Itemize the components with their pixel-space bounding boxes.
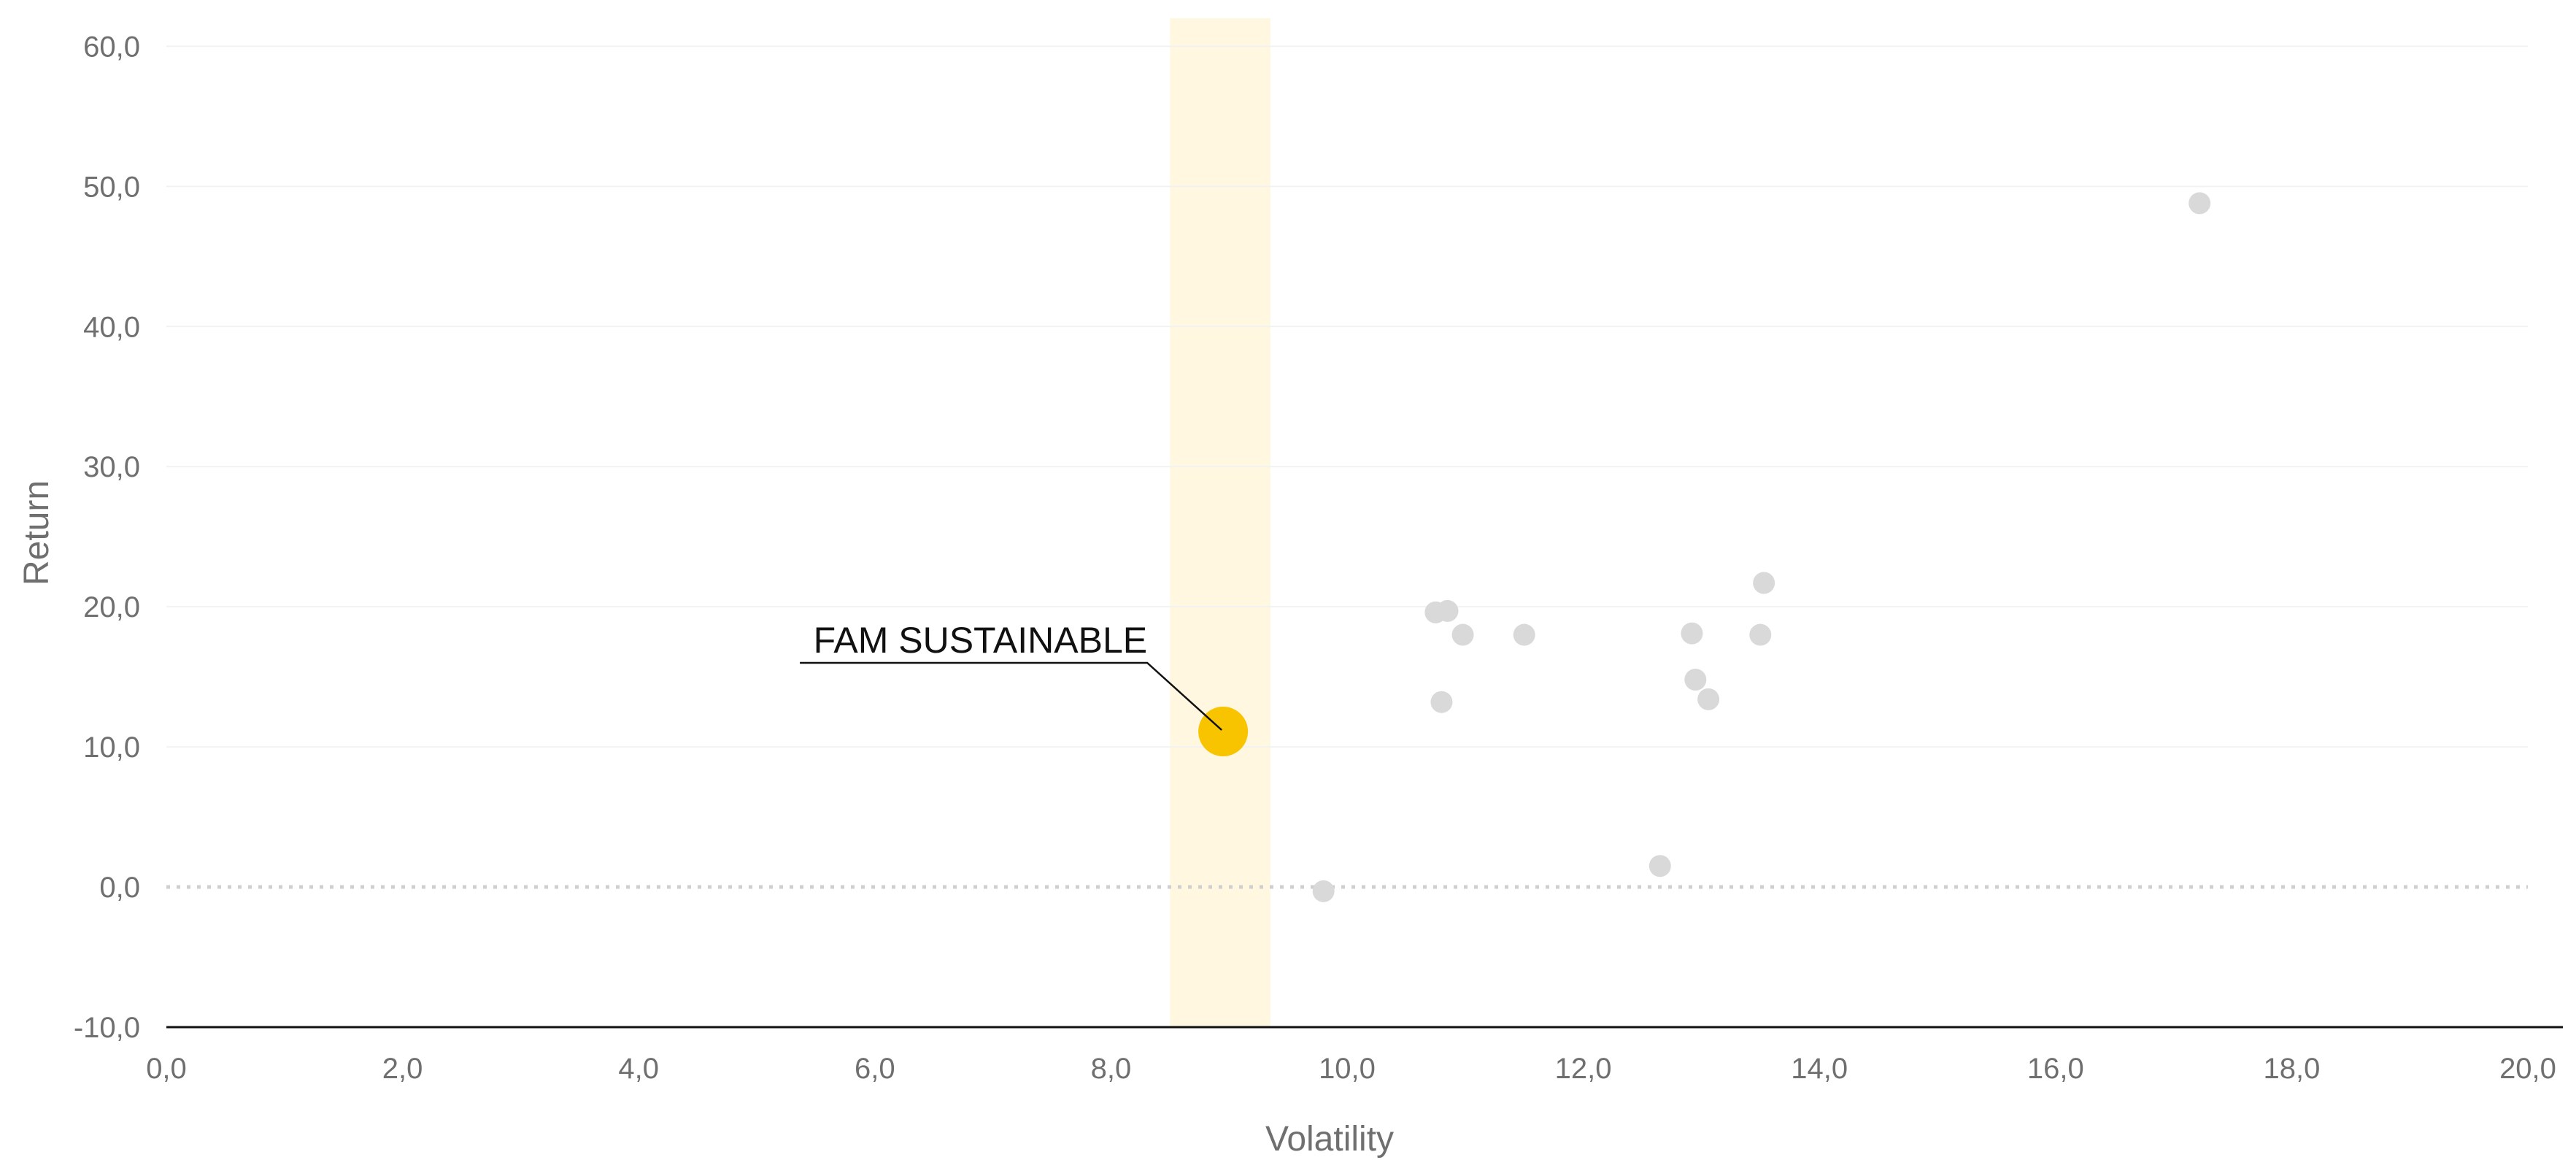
x-tick-label: 4,0	[618, 1053, 659, 1085]
x-axis-label: Volatility	[1265, 1120, 1394, 1159]
grid-layer	[166, 45, 2528, 748]
data-points	[1198, 192, 2211, 902]
peer-point	[1451, 623, 1474, 646]
y-tick-label: 30,0	[83, 451, 140, 483]
x-tick-label: 2,0	[382, 1053, 423, 1085]
x-tick-label: 18,0	[2263, 1053, 2320, 1085]
y-tick-label: 20,0	[83, 591, 140, 623]
x-tick-label: 14,0	[1791, 1053, 1848, 1085]
peer-point	[1312, 880, 1335, 902]
annotation-leader-line	[800, 661, 1222, 731]
x-tick-label: 6,0	[855, 1053, 895, 1085]
highlight-band-layer	[1170, 18, 1270, 1027]
x-tick-label: 10,0	[1319, 1053, 1376, 1085]
y-tick-label: 10,0	[83, 731, 140, 764]
y-tick-label: 60,0	[83, 31, 140, 63]
x-tick-label: 12,0	[1555, 1053, 1612, 1085]
annotation-label: FAM SUSTAINABLE	[814, 620, 1148, 661]
highlight-point	[1198, 706, 1249, 756]
peer-point	[1749, 623, 1772, 646]
peer-point	[1513, 623, 1535, 646]
y-tick-label: 40,0	[83, 311, 140, 343]
y-axis-label: Return	[18, 480, 56, 585]
y-tick-labels: -10,0 0,0 10,0 20,0 30,0 40,0 50,0 60,0	[74, 31, 140, 1044]
peer-point	[1681, 622, 1703, 645]
y-tick-label: -10,0	[74, 1012, 140, 1044]
peer-point	[1697, 688, 1720, 710]
peer-point	[1436, 599, 1459, 622]
peer-point	[1648, 855, 1671, 877]
peer-point	[2189, 192, 2211, 215]
peer-point	[1684, 668, 1707, 691]
peer-point	[1430, 691, 1453, 713]
x-tick-label: 8,0	[1091, 1053, 1132, 1085]
x-tick-label: 16,0	[2027, 1053, 2084, 1085]
highlight-band	[1170, 18, 1270, 1027]
y-tick-label: 50,0	[83, 171, 140, 203]
x-tick-label: 0,0	[146, 1053, 187, 1085]
peer-point	[1753, 572, 1775, 594]
y-tick-label: 0,0	[99, 872, 140, 904]
x-tick-labels: 0,0 2,0 4,0 6,0 8,0 10,0 12,0 14,0 16,0 18,0 20,0	[146, 1053, 2556, 1085]
x-tick-label: 20,0	[2499, 1053, 2556, 1085]
annotation-layer: FAM SUSTAINABLE	[800, 620, 1222, 731]
